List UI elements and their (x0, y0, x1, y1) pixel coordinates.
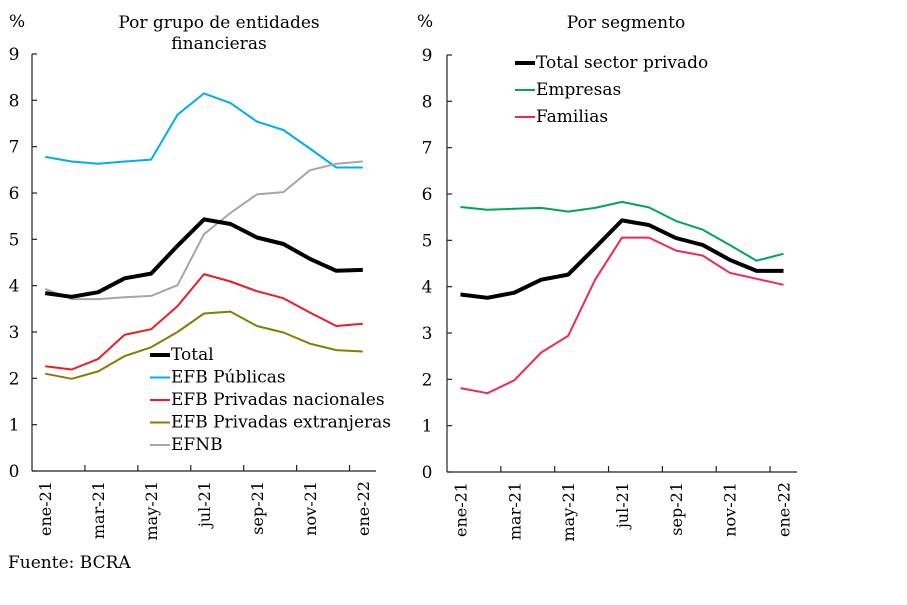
y-tick-label: 8 (422, 92, 433, 112)
x-tick-label: sep-21 (248, 481, 267, 535)
y-tick-label: 5 (9, 230, 20, 250)
x-tick-label: ene-21 (36, 481, 55, 536)
chart-title-line-1: Por grupo de entidades (118, 13, 319, 33)
series-line-efb-privadas-nacionales (45, 273, 363, 371)
y-tick-label: 6 (9, 184, 20, 204)
series-line-familias (460, 236, 784, 395)
y-tick-label: 2 (9, 369, 20, 389)
legend-item-efb-publicas: EFB Públicas (150, 368, 286, 388)
y-tick-label: 3 (422, 324, 433, 344)
legend-item-empresas: Empresas (515, 80, 621, 100)
x-tick-label: mar-21 (89, 481, 108, 539)
x-tick-label: nov-21 (301, 481, 320, 536)
legend-item-familias: Familias (515, 107, 608, 127)
y-tick-label: 4 (422, 278, 433, 298)
source-note: Fuente: BCRA (8, 553, 131, 573)
series-line-efnb (44, 160, 363, 301)
y-tick-label: 2 (422, 370, 433, 390)
x-tick-label: ene-22 (775, 482, 794, 537)
series-lines (44, 92, 363, 380)
y-tick-label: 9 (9, 45, 20, 65)
legend-label: Total sector privado (536, 53, 708, 73)
legend-item-efnb: EFNB (150, 435, 223, 455)
series-line-efb-privadas-extranjeras (45, 310, 363, 380)
y-tick-label: 1 (9, 416, 20, 436)
axes (446, 55, 797, 473)
panel-by-entity-group: % Por grupo de entidades financieras 0 1 2… (9, 12, 391, 541)
legend-label: EFB Privadas extranjeras (171, 413, 391, 433)
series-line-total (44, 217, 363, 299)
x-tick-label: sep-21 (667, 482, 686, 536)
legend-label: Empresas (536, 80, 621, 100)
legend-label: EFB Privadas nacionales (171, 390, 385, 410)
y-unit-label: % (9, 12, 25, 32)
y-tick-label: 8 (9, 91, 20, 111)
series-line-efb-publicas (45, 92, 363, 169)
y-tick-label: 6 (422, 185, 433, 205)
x-tick-label: mar-21 (505, 482, 524, 540)
y-tick-label: 3 (9, 323, 20, 343)
series-line-total-sector-privado (460, 218, 784, 300)
y-tick-label: 0 (9, 462, 20, 482)
chart-title-line-2: financieras (171, 34, 266, 54)
y-tick-label: 4 (9, 277, 20, 297)
y-tick-label: 7 (9, 138, 20, 158)
x-tick-label: ene-21 (451, 482, 470, 537)
axes (31, 54, 376, 472)
x-tick-label: nov-21 (721, 482, 740, 537)
y-axis-ticks: 0 1 2 3 4 5 6 7 8 9 (422, 46, 452, 483)
y-tick-label: 7 (422, 139, 433, 159)
legend-item-efb-privadas-nacionales: EFB Privadas nacionales (150, 390, 385, 410)
x-tick-label: jul-21 (613, 482, 632, 530)
y-axis-ticks: 0 1 2 3 4 5 6 7 8 9 (9, 45, 37, 482)
legend: Total sector privado Empresas Familias (515, 53, 708, 127)
x-tick-label: may-21 (142, 481, 161, 541)
legend-item-efb-privadas-extranjeras: EFB Privadas extranjeras (150, 413, 391, 433)
legend-label: Familias (536, 107, 608, 127)
legend-label: Total (171, 345, 214, 365)
series-lines (460, 200, 784, 395)
panel-by-segment: % Por segmento 0 1 2 3 4 5 6 7 8 9 ene-21 mar-21 ma… (417, 12, 797, 542)
y-tick-label: 9 (422, 46, 433, 66)
legend-item-total: Total (150, 345, 214, 365)
x-tick-label: may-21 (559, 482, 578, 542)
chart-title: Por segmento (567, 13, 685, 33)
y-tick-label: 1 (422, 417, 433, 437)
x-tick-label: ene-22 (354, 481, 373, 536)
y-unit-label: % (417, 12, 433, 32)
legend-label: EFNB (171, 435, 223, 455)
x-tick-label: jul-21 (195, 481, 214, 529)
legend-item-total-sector-privado: Total sector privado (515, 53, 708, 73)
series-line-empresas (460, 200, 784, 262)
legend-label: EFB Públicas (171, 368, 286, 388)
y-tick-label: 5 (422, 231, 433, 251)
x-axis-ticks: ene-21 mar-21 may-21 jul-21 sep-21 nov-21 ene-… (36, 465, 373, 541)
y-tick-label: 0 (422, 463, 433, 483)
x-axis-ticks: ene-21 mar-21 may-21 jul-21 sep-21 nov-21 ene-… (451, 466, 794, 542)
